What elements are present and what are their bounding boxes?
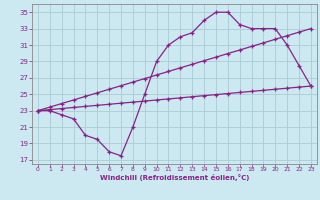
X-axis label: Windchill (Refroidissement éolien,°C): Windchill (Refroidissement éolien,°C) — [100, 174, 249, 181]
